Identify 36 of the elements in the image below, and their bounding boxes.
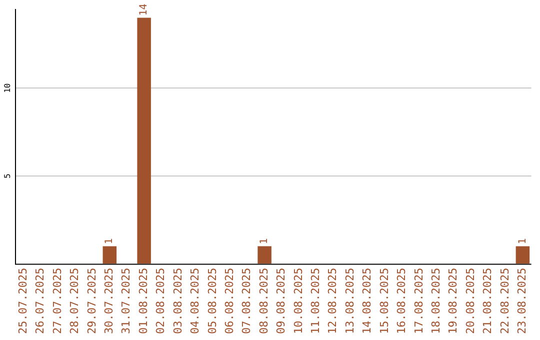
x-tick-label: 10.08.2025: [292, 268, 305, 334]
data-label: 14: [138, 4, 150, 16]
x-tick-label: 03.08.2025: [171, 268, 184, 334]
x-tick-label: 30.07.2025: [102, 268, 116, 334]
x-tick-label: 02.08.2025: [154, 268, 168, 334]
x-tick-label: 07.08.2025: [240, 268, 254, 334]
x-tick-label: 29.07.2025: [85, 268, 98, 334]
x-tick-label: 27.07.2025: [50, 268, 64, 334]
x-tick-label: 09.08.2025: [274, 268, 288, 334]
x-tick-label: 04.08.2025: [188, 268, 202, 334]
x-tick-label: 19.08.2025: [446, 268, 460, 334]
data-label: 1: [104, 238, 116, 244]
x-tick-label: 06.08.2025: [222, 268, 236, 334]
x-tick-label: 28.07.2025: [68, 268, 82, 334]
x-tick-label: 18.08.2025: [430, 268, 443, 334]
x-tick-label: 05.08.2025: [206, 268, 219, 334]
x-tick-label: 12.08.2025: [326, 268, 340, 334]
x-tick-label: 21.08.2025: [481, 268, 494, 334]
data-label: 1: [517, 238, 528, 244]
x-tick-label: 23.08.2025: [516, 268, 529, 334]
x-tick-label: 31.07.2025: [120, 268, 133, 334]
x-tick-label: 26.07.2025: [34, 268, 47, 334]
x-tick-label: 08.08.2025: [257, 268, 270, 334]
x-tick-label: 13.08.2025: [343, 268, 356, 334]
x-tick-label: 14.08.2025: [360, 268, 374, 334]
x-tick-label: 17.08.2025: [412, 268, 426, 334]
x-tick-label: 22.08.2025: [498, 268, 512, 334]
y-tick-label: 10: [3, 83, 12, 93]
x-tick-label: 25.07.2025: [16, 268, 30, 334]
x-tick-label: 16.08.2025: [395, 268, 408, 334]
x-tick-label: 01.08.2025: [136, 268, 150, 334]
x-tick-label: 15.08.2025: [378, 268, 391, 334]
x-tick-label: 11.08.2025: [309, 268, 322, 334]
x-tick-label: 20.08.2025: [464, 268, 477, 334]
y-tick-label: 5: [3, 173, 12, 178]
data-label: 1: [259, 238, 270, 244]
